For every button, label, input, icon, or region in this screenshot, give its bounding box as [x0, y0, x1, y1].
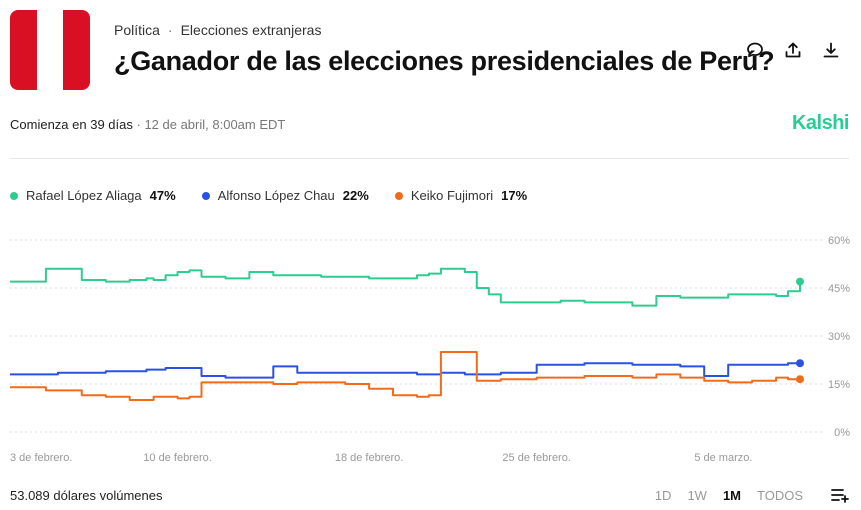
- range-selector: 1D 1W 1M TODOS: [655, 488, 803, 503]
- range-1m-button[interactable]: 1M: [722, 488, 741, 503]
- series-line-2[interactable]: [10, 351, 800, 401]
- page-title: ¿Ganador de las elecciones presidenciale…: [114, 46, 775, 76]
- x-tick-label: 5 de marzo.: [694, 452, 752, 464]
- legend-swatch-lopez-aliaga: [10, 191, 18, 200]
- x-tick-label: 25 de febrero.: [502, 452, 571, 464]
- chart-legend: Rafael López Aliaga 47% Alfonso López Ch…: [10, 188, 527, 203]
- flag-stripe-center: [36, 10, 64, 90]
- download-icon[interactable]: [821, 40, 841, 60]
- volume-text: 53.089 dólares volúmenes: [10, 488, 163, 503]
- header-divider: [10, 158, 849, 159]
- chart-settings-icon[interactable]: [831, 487, 849, 503]
- legend-name: Keiko Fujimori: [410, 188, 494, 203]
- legend-swatch-fujimori: [394, 191, 403, 200]
- event-date: 12 de abril, 8:00am EDT: [144, 117, 286, 132]
- y-tick-label: 60%: [828, 235, 850, 247]
- peru-flag-image: [10, 10, 90, 90]
- range-1w-button[interactable]: 1W: [687, 488, 707, 503]
- range-1d-button[interactable]: 1D: [654, 488, 672, 503]
- breadcrumb-separator: ·: [167, 22, 173, 38]
- breadcrumb-subcategory[interactable]: Elecciones extranjeras: [180, 22, 322, 38]
- legend-name: Rafael López Aliaga: [26, 188, 142, 203]
- legend-name: Alfonso López Chau: [217, 188, 335, 203]
- legend-item-lopez-aliaga[interactable]: Rafael López Aliaga 47%: [10, 188, 176, 203]
- range-all-button[interactable]: TODOS: [757, 488, 803, 503]
- legend-item-fujimori[interactable]: Keiko Fujimori 17%: [394, 188, 528, 203]
- series-line-0[interactable]: [10, 267, 801, 307]
- y-tick-label: 45%: [828, 283, 850, 295]
- price-chart[interactable]: 60% 45% 30% 15% 0% 3 de febrero. 10 de febrero…: [0, 225, 861, 470]
- y-tick-label: 15%: [828, 379, 850, 391]
- legend-swatch-lopez-chau: [201, 191, 210, 200]
- starts-in-text: Comienza en 39 días: [10, 117, 133, 132]
- flag-stripe-left: [10, 10, 37, 90]
- date-separator: ·: [136, 117, 145, 132]
- legend-percent: 17%: [501, 188, 528, 203]
- legend-percent: 22%: [342, 188, 369, 203]
- comment-icon[interactable]: [745, 40, 765, 60]
- legend-percent: 47%: [149, 188, 176, 203]
- breadcrumb: Política · Elecciones extranjeras: [114, 22, 321, 38]
- flag-stripe-right: [63, 10, 90, 90]
- y-tick-label: 0%: [834, 427, 850, 439]
- series-end-point-2[interactable]: [796, 375, 804, 384]
- y-tick-label: 30%: [828, 331, 850, 343]
- share-icon[interactable]: [783, 40, 803, 60]
- x-tick-label: 3 de febrero.: [10, 452, 72, 464]
- series-end-point-0[interactable]: [796, 277, 804, 286]
- kalshi-logo[interactable]: Kalshi: [791, 112, 850, 134]
- series-line-1[interactable]: [10, 362, 800, 379]
- breadcrumb-category[interactable]: Política: [114, 22, 160, 38]
- header-actions: [745, 40, 841, 60]
- series-end-point-1[interactable]: [796, 359, 804, 368]
- legend-item-lopez-chau[interactable]: Alfonso López Chau 22%: [201, 188, 369, 203]
- x-tick-label: 18 de febrero.: [335, 452, 404, 464]
- x-tick-label: 10 de febrero.: [143, 452, 212, 464]
- market-timing: Comienza en 39 días · 12 de abril, 8:00a…: [10, 117, 285, 132]
